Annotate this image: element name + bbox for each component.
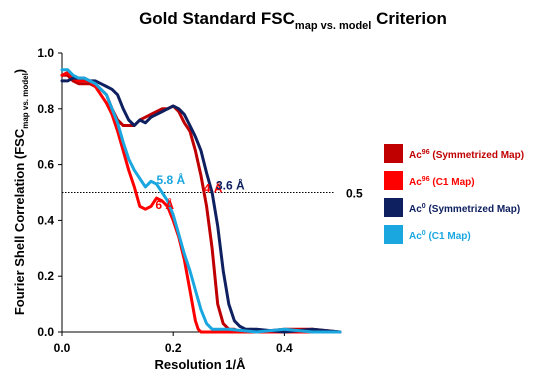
series-line-3 (60, 68, 342, 334)
legend-label-base: Ac (409, 231, 422, 242)
y-tick-label: 0.2 (37, 269, 54, 283)
annotation-label: 5.8 Å (157, 172, 186, 187)
legend-label: Ac0 (C1 Map) (409, 230, 471, 242)
chart-title: Gold Standard FSCmap vs. model Criterion (139, 9, 447, 32)
legend-swatch (384, 198, 403, 217)
y-tick-label: 0.6 (37, 158, 54, 172)
annotation-label: 3.6 Å (216, 178, 245, 193)
series-group (60, 68, 342, 334)
threshold-label: 0.5 (346, 187, 363, 201)
legend-label-rest: (Symmetrized Map) (426, 204, 520, 215)
legend-swatch (384, 171, 403, 190)
series-line-2 (60, 76, 342, 334)
legend-label-base: Ac (409, 204, 422, 215)
y-axis-label-suffix: ) (12, 69, 27, 73)
y-axis-label-prefix: Fourier Shell Correlation (FSC (12, 128, 27, 315)
y-tick-label: 0.0 (37, 325, 54, 339)
x-ticks: 0.0 0.2 0.4 (54, 332, 293, 355)
threshold-group: 0.5 (62, 187, 363, 201)
series-line-1 (60, 71, 342, 334)
y-ticks: 0.0 0.2 0.4 0.6 0.8 1.0 (37, 46, 62, 339)
legend-label-sup: 0 (422, 203, 426, 210)
y-tick-label: 1.0 (37, 46, 54, 60)
legend-label-sup: 0 (422, 230, 426, 237)
legend-label: Ac96 (Symmetrized Map) (409, 149, 524, 161)
x-axis-label: Resolution 1/Å (154, 357, 246, 372)
y-axis-label-subscript: map vs. model (21, 73, 30, 129)
y-tick-label: 0.4 (37, 213, 54, 227)
legend-label-sup: 96 (422, 176, 430, 183)
y-tick-label: 0.8 (37, 102, 54, 116)
legend-swatch (384, 225, 403, 244)
legend-label: Ac0 (Symmetrized Map) (409, 203, 520, 215)
legend-label-sup: 96 (422, 149, 430, 156)
legend-label-rest: (C1 Map) (426, 231, 471, 242)
x-tick-label: 0.2 (165, 341, 182, 355)
x-tick-label: 0.4 (276, 341, 293, 355)
chart-title-prefix: Gold Standard FSC (139, 9, 295, 28)
legend-label: Ac96 (C1 Map) (409, 176, 475, 188)
legend-label-base: Ac (409, 177, 422, 188)
annotation-label: 6 Å (155, 197, 174, 212)
legend: Ac96 (Symmetrized Map)Ac96 (C1 Map)Ac0 (… (384, 144, 524, 244)
annotations-group: 5.8 Å 6 Å 4 Å3.6 Å (155, 172, 245, 212)
x-tick-label: 0.0 (54, 341, 71, 355)
y-axis-label: Fourier Shell Correlation (FSCmap vs. mo… (12, 69, 30, 315)
legend-swatch (384, 144, 403, 163)
legend-label-rest: (Symmetrized Map) (430, 150, 524, 161)
annotation-label: 4 Å (204, 181, 223, 196)
legend-label-base: Ac (409, 150, 422, 161)
series-line-0 (60, 73, 342, 334)
chart-title-subscript: map vs. model (295, 20, 371, 32)
legend-label-rest: (C1 Map) (430, 177, 475, 188)
chart-title-suffix: Criterion (371, 9, 447, 28)
